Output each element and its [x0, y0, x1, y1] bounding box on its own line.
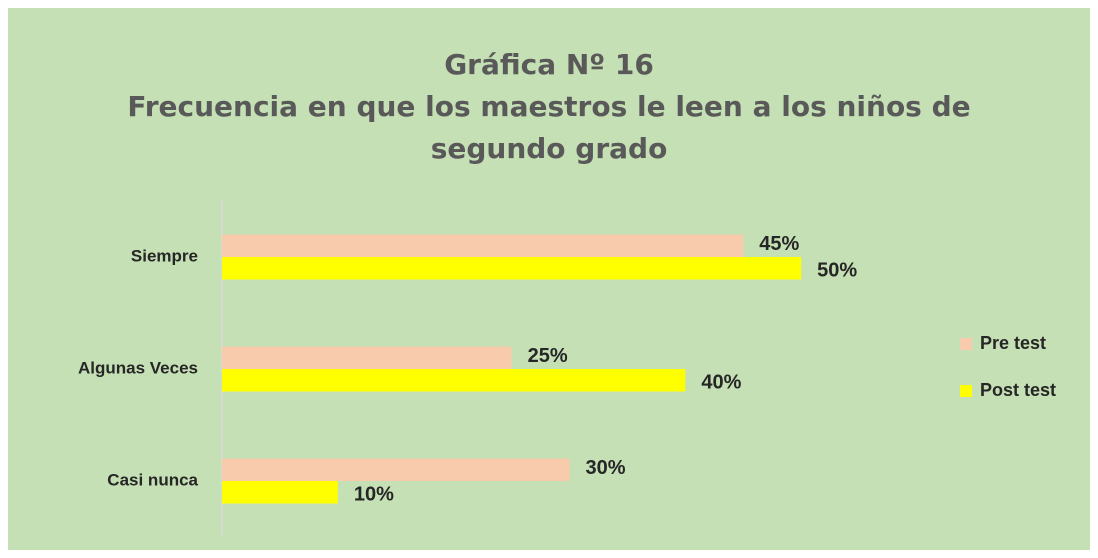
- data-label: 30%: [586, 457, 626, 479]
- data-label: 10%: [354, 484, 394, 506]
- chart-title: Gráfica Nº 16: [444, 48, 654, 81]
- legend-label: Post test: [980, 380, 1056, 400]
- data-label: 45%: [759, 233, 799, 255]
- legend-swatch: [960, 385, 972, 397]
- chart-subtitle: Frecuencia en que los maestros le leen a…: [127, 90, 971, 165]
- legend-label: Pre test: [980, 333, 1046, 353]
- bar: [222, 481, 338, 504]
- data-label: 25%: [528, 345, 568, 367]
- bar: [222, 234, 744, 257]
- y-tick-label: Siempre: [131, 246, 198, 265]
- bar: [222, 257, 802, 280]
- bar: [222, 346, 512, 369]
- y-tick-label: Algunas Veces: [78, 358, 198, 377]
- data-label: 50%: [817, 260, 857, 282]
- bar: [222, 369, 686, 392]
- bar: [222, 458, 570, 481]
- legend-swatch: [960, 338, 972, 350]
- data-label: 40%: [701, 372, 741, 394]
- y-tick-label: Casi nunca: [107, 470, 198, 489]
